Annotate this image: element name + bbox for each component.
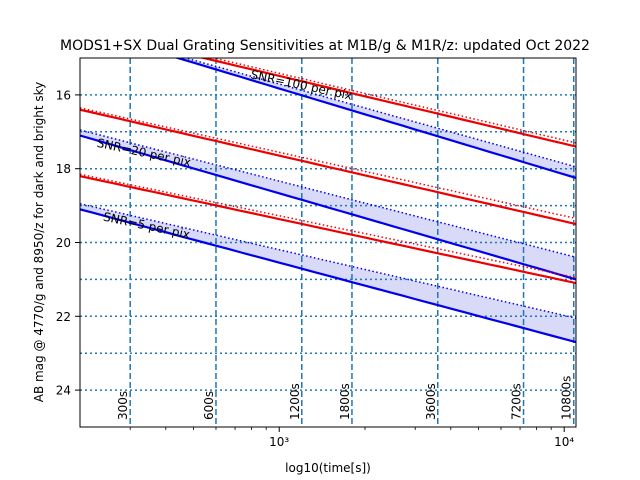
series-line-0 (199, 58, 576, 148)
series-lines (80, 58, 576, 344)
y-tick-label-16: 16 (56, 88, 71, 102)
exposure-label-3600: 3600s (424, 383, 438, 420)
series-line-11 (80, 203, 576, 319)
y-tick-label-18: 18 (56, 162, 71, 176)
series-line-6 (80, 134, 576, 281)
series-line-8 (80, 175, 576, 285)
exposure-label-600: 600s (202, 391, 216, 420)
x-tick-label-1000: 10³ (269, 435, 289, 449)
shaded-bands (80, 58, 576, 343)
exposure-markers: 300s 600s 1200s 1800s 3600s 7200s 10800s (116, 58, 575, 427)
snr-label-2: SNR=5 per pix (102, 210, 191, 242)
series-line-5 (80, 107, 576, 220)
series-line-3 (182, 58, 576, 168)
series-line-1 (210, 58, 576, 144)
x-axis-label: log10(time[s]) (285, 461, 371, 475)
exposure-label-10800: 10800s (560, 376, 574, 420)
shaded-band-2 (80, 203, 576, 343)
series-line-4 (80, 108, 576, 226)
series-line-2 (174, 58, 576, 179)
y-tick-label-20: 20 (56, 236, 71, 250)
series-line-9 (80, 173, 576, 279)
grid-lines (80, 94, 576, 391)
exposure-label-7200: 7200s (510, 383, 524, 420)
exposure-label-1200: 1200s (288, 383, 302, 420)
y-tick-label-22: 22 (56, 310, 71, 324)
y-tick-label-24: 24 (56, 384, 71, 398)
exposure-label-1800: 1800s (338, 383, 352, 420)
snr-label-1: SNR=20 per pix (96, 136, 193, 170)
y-axis-label: AB mag @ 4770/g and 8950/z for dark and … (32, 82, 46, 403)
exposure-label-300: 300s (116, 391, 130, 420)
series-line-10 (80, 208, 576, 344)
series-line-7 (80, 129, 576, 259)
x-tick-label-10000: 10⁴ (554, 435, 574, 449)
chart-title: MODS1+SX Dual Grating Sensitivities at M… (60, 38, 590, 54)
axes: 16 18 20 22 24 10³ 10⁴ (56, 88, 575, 449)
